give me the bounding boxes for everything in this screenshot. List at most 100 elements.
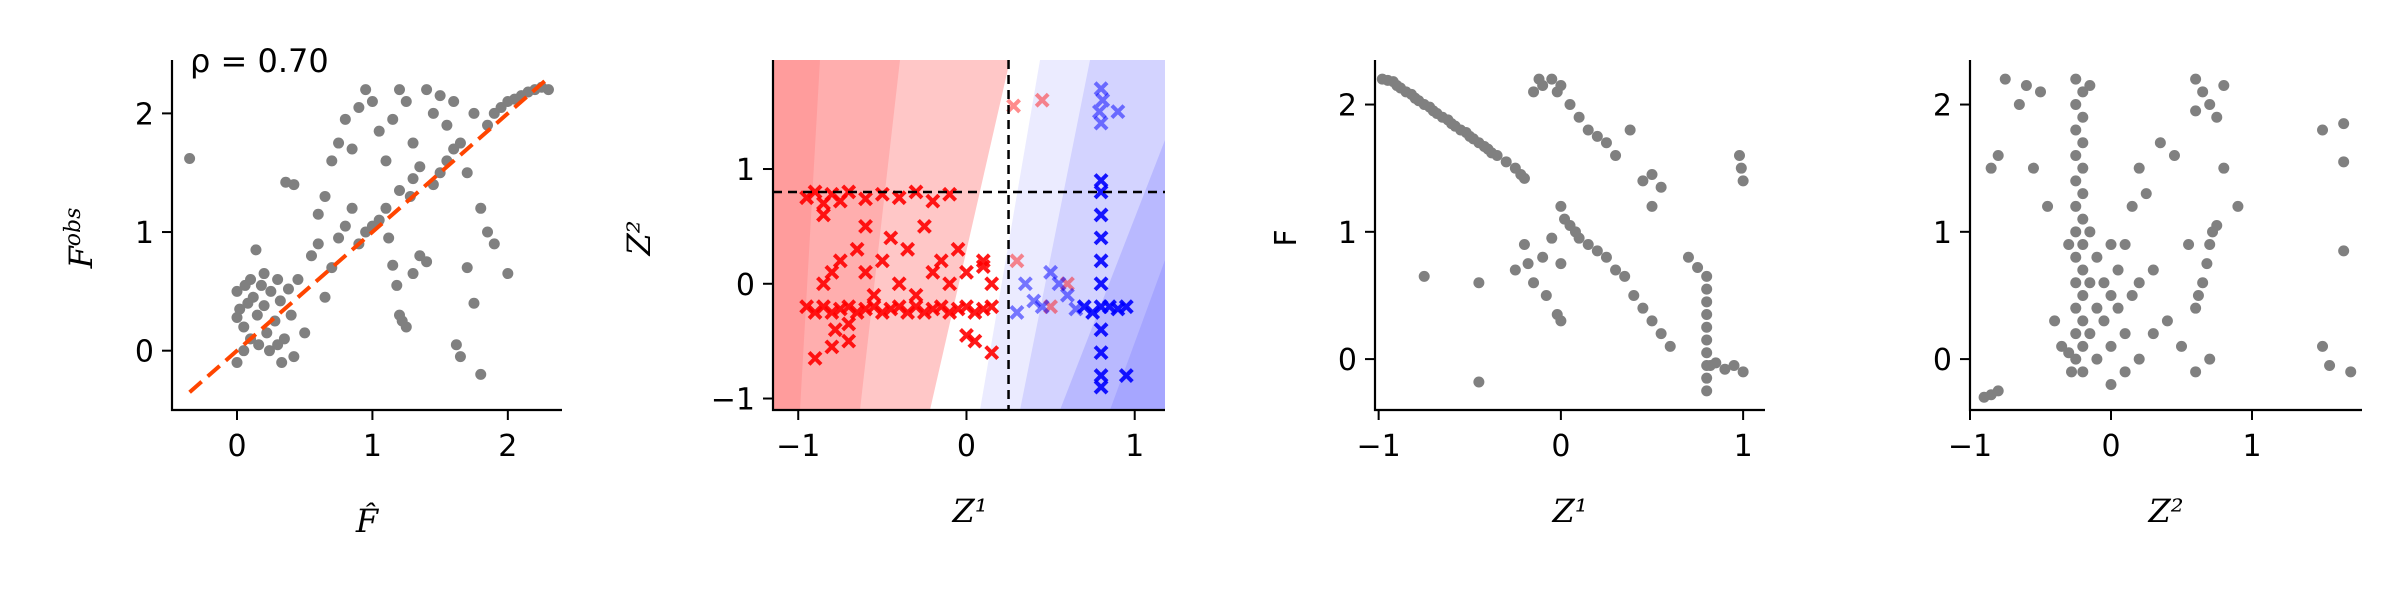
data-point bbox=[2056, 340, 2068, 352]
data-point-x bbox=[1060, 287, 1075, 303]
data-point bbox=[1701, 372, 1713, 384]
data-point bbox=[2105, 239, 2117, 251]
data-point bbox=[502, 268, 514, 280]
data-point bbox=[2211, 111, 2223, 123]
data-point bbox=[2317, 340, 2329, 352]
data-point-x bbox=[1093, 207, 1109, 223]
data-point bbox=[414, 161, 426, 173]
data-point bbox=[2338, 118, 2350, 130]
data-point bbox=[373, 125, 385, 137]
data-point bbox=[2190, 105, 2202, 117]
data-point bbox=[234, 303, 246, 315]
data-point bbox=[1573, 111, 1585, 123]
data-point bbox=[2176, 340, 2188, 352]
data-point bbox=[238, 345, 250, 357]
data-point bbox=[2084, 79, 2096, 91]
data-point-x bbox=[1043, 264, 1059, 280]
p4-x-axis-label: Z² bbox=[2147, 492, 2183, 530]
data-point-x bbox=[841, 316, 857, 332]
data-point bbox=[339, 113, 351, 125]
data-point bbox=[1992, 385, 2004, 397]
data-point-x bbox=[942, 186, 958, 202]
p4-points bbox=[1978, 73, 2357, 403]
data-point-x bbox=[900, 241, 916, 257]
p1-axes bbox=[170, 60, 562, 412]
data-point bbox=[1600, 137, 1612, 149]
data-point bbox=[312, 208, 324, 220]
x-tick-label: 0 bbox=[227, 429, 246, 464]
data-point bbox=[2112, 264, 2124, 276]
data-point bbox=[2077, 340, 2089, 352]
data-point bbox=[2338, 156, 2350, 168]
data-point-x bbox=[1093, 115, 1109, 131]
data-point bbox=[1701, 283, 1713, 295]
data-point bbox=[2070, 302, 2082, 314]
data-point-x bbox=[841, 333, 857, 349]
data-point-x bbox=[975, 259, 991, 274]
data-point bbox=[1518, 239, 1530, 251]
data-point bbox=[1985, 162, 1997, 174]
data-point bbox=[305, 250, 317, 262]
data-point-x bbox=[925, 193, 941, 209]
data-point bbox=[339, 220, 351, 232]
data-point bbox=[2077, 188, 2089, 200]
y-tick-label: 0 bbox=[736, 268, 755, 303]
data-point bbox=[1637, 175, 1649, 187]
data-point bbox=[2119, 239, 2131, 251]
data-point bbox=[1682, 251, 1694, 263]
x-tick-label: −1 bbox=[1948, 429, 1992, 464]
data-point bbox=[264, 345, 275, 357]
data-point bbox=[383, 232, 395, 244]
p2-ticks: −1 0 1 −1 0 1 bbox=[711, 153, 1144, 464]
data-point bbox=[2190, 73, 2202, 85]
data-point bbox=[2112, 302, 2124, 314]
data-point bbox=[1692, 261, 1704, 273]
y-tick-label: 2 bbox=[1338, 89, 1357, 124]
data-point bbox=[2147, 328, 2159, 340]
panel-z2-vs-f: −1 0 1 0 1 2 Z² bbox=[1933, 60, 2362, 530]
data-point bbox=[2020, 79, 2032, 91]
data-point-x bbox=[1118, 368, 1134, 383]
p1-ylabel-main: F bbox=[62, 244, 100, 269]
data-point bbox=[2317, 124, 2329, 136]
data-point bbox=[2338, 245, 2350, 257]
data-point bbox=[441, 119, 453, 131]
data-point bbox=[312, 238, 324, 250]
data-point bbox=[2201, 258, 2213, 270]
data-point bbox=[1737, 366, 1749, 378]
x-tick-label: 1 bbox=[363, 429, 382, 464]
data-point bbox=[475, 202, 487, 214]
data-point bbox=[380, 155, 392, 167]
data-point bbox=[292, 273, 304, 285]
data-point bbox=[2070, 99, 2082, 111]
p2-points bbox=[799, 81, 1134, 395]
data-point bbox=[407, 173, 419, 185]
data-point bbox=[1719, 363, 1731, 375]
x-tick-label: 2 bbox=[498, 429, 517, 464]
data-point-x bbox=[984, 345, 1000, 361]
data-point bbox=[387, 113, 399, 125]
data-point bbox=[454, 137, 466, 149]
data-point-x bbox=[1034, 299, 1050, 315]
data-point bbox=[1610, 264, 1622, 276]
data-point bbox=[2147, 264, 2159, 276]
data-point bbox=[1540, 289, 1552, 301]
data-point bbox=[2345, 366, 2357, 378]
data-point bbox=[1546, 232, 1558, 244]
data-point bbox=[2098, 277, 2110, 289]
p3-points bbox=[1376, 73, 1749, 397]
data-point bbox=[468, 107, 480, 119]
data-point bbox=[461, 262, 473, 274]
data-point bbox=[482, 226, 494, 238]
data-point bbox=[1564, 99, 1576, 111]
data-point-x bbox=[933, 253, 949, 269]
p1-points bbox=[184, 81, 554, 380]
data-point bbox=[326, 155, 338, 167]
data-point bbox=[2119, 366, 2131, 378]
data-point-x bbox=[807, 184, 823, 200]
data-point-x bbox=[1118, 299, 1134, 315]
data-point-x bbox=[1009, 253, 1025, 269]
data-point bbox=[258, 300, 270, 312]
data-point bbox=[1582, 124, 1594, 136]
